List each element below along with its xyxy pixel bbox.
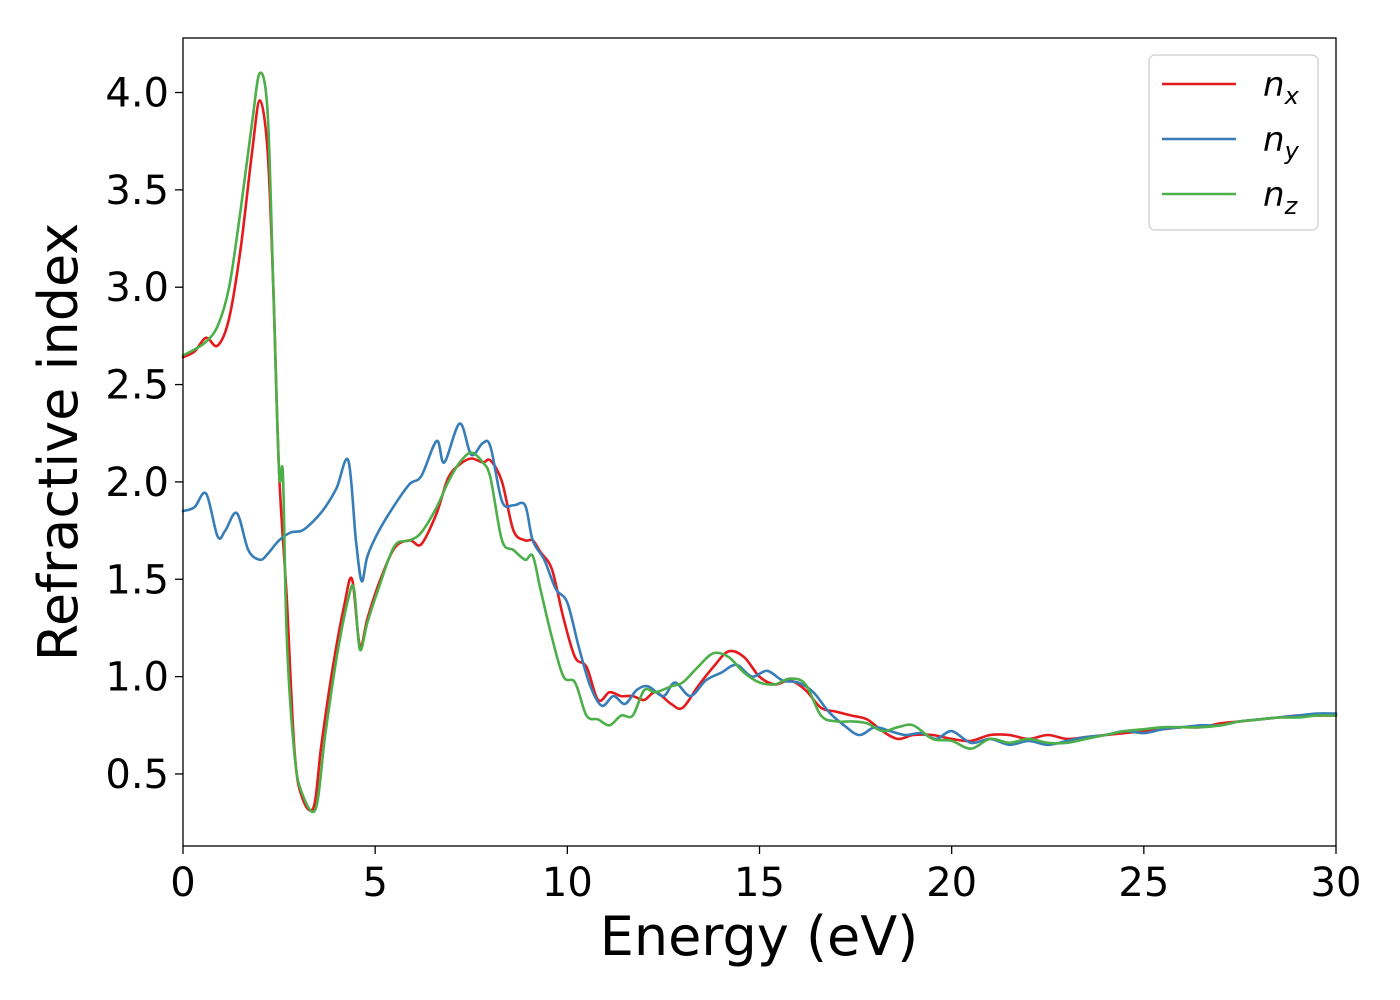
x-tick-label: 25 bbox=[1118, 860, 1169, 906]
series-line-n-y bbox=[181, 422, 1338, 747]
legend-label-n-y: ny bbox=[1263, 120, 1300, 165]
y-tick-label: 1.5 bbox=[105, 557, 169, 603]
x-tick-label: 20 bbox=[926, 860, 977, 906]
x-axis-title: Energy (eV) bbox=[600, 905, 919, 968]
x-axis-ticks: 0 5 10 15 20 25 30 bbox=[170, 846, 1361, 906]
y-tick-label: 2.0 bbox=[105, 460, 169, 506]
series-layer bbox=[181, 71, 1338, 814]
x-tick-label: 5 bbox=[362, 860, 387, 906]
y-axis-ticks: 0.5 1.0 1.5 2.0 2.5 3.0 3.5 4.0 bbox=[105, 71, 183, 798]
legend: nx ny nz bbox=[1148, 54, 1319, 231]
x-tick-label: 30 bbox=[1311, 860, 1362, 906]
y-tick-label: 4.0 bbox=[105, 71, 169, 117]
y-tick-label: 1.0 bbox=[105, 655, 169, 701]
x-tick-label: 15 bbox=[734, 860, 785, 906]
x-tick-label: 0 bbox=[170, 860, 195, 906]
legend-box bbox=[1148, 54, 1319, 231]
y-tick-label: 0.5 bbox=[105, 752, 169, 798]
x-tick-label: 10 bbox=[542, 860, 593, 906]
series-line-n-z bbox=[181, 71, 1338, 814]
y-axis-title: Refractive index bbox=[27, 223, 90, 662]
y-tick-label: 3.5 bbox=[105, 168, 169, 214]
y-tick-label: 2.5 bbox=[105, 363, 169, 409]
y-tick-label: 3.0 bbox=[105, 265, 169, 311]
legend-label-n-z: nz bbox=[1263, 175, 1299, 220]
legend-label-n-x: nx bbox=[1263, 65, 1300, 110]
